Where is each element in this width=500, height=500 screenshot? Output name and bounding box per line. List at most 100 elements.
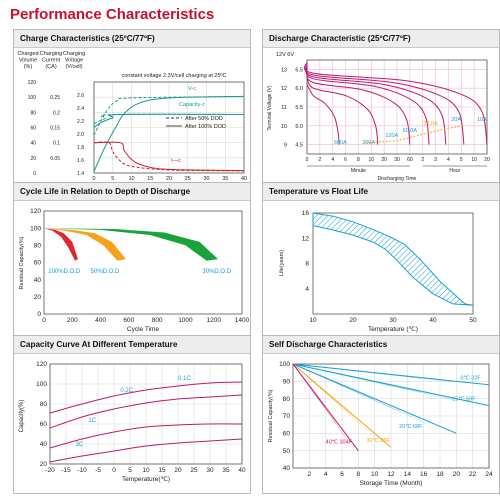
series-line: [303, 61, 488, 145]
y-tick-label: 6.5: [295, 67, 303, 73]
y-tick-label: 0.15: [50, 126, 60, 132]
series-line: [306, 76, 379, 145]
y-tick-label: 2.0: [77, 132, 84, 138]
x-tick-label: 20: [381, 157, 387, 163]
x-tick-label: 20: [174, 467, 182, 474]
x-tick-label: 15: [158, 467, 166, 474]
x-tick-label: 600: [123, 317, 134, 324]
plot-frame: [43, 210, 243, 315]
x-tick-label: 10: [371, 471, 379, 478]
panel-title: Discharge Characteristic (25ºC/77ºF): [263, 30, 499, 48]
x-axis-label: Cycle Time: [127, 326, 160, 333]
x-tick-label: 800: [152, 317, 163, 324]
x-tick-label: 16: [420, 471, 428, 478]
x-tick-label: 6: [340, 471, 344, 478]
x-tick-label: 35: [222, 176, 228, 182]
cycle-life-chart: 0 200 400 600 800 1000 1200 1400 0 20 40 60 80 100 120…: [19, 208, 250, 333]
series-line: [49, 394, 243, 429]
series-line: [292, 363, 457, 434]
series-fan-line: [292, 363, 454, 400]
y-tick-label: 40: [34, 277, 42, 284]
x-tick-label: 30: [206, 467, 214, 474]
series-fan-line: [292, 363, 427, 424]
float-life-chart: 10 20 30 40 50 4 8 12 16 Life(years) Temperature (…: [279, 210, 477, 333]
series-line: [306, 71, 411, 145]
x-unit-label: Minute: [351, 168, 366, 174]
y-tick-label: 100: [28, 95, 37, 101]
self-discharge-chart: 2 4 6 8 10 12 14 16 18 20 22 24405060708090100Resid…: [268, 361, 493, 487]
x-tick-label: 20: [349, 317, 357, 324]
plot-frame: [312, 212, 474, 315]
x-tick-label: 5: [460, 157, 463, 163]
y-tick-label: 70: [283, 413, 291, 420]
y-tick-label: 0.2: [53, 110, 60, 116]
y-tick-label: 40: [40, 441, 48, 448]
x-tick-label: 12: [387, 471, 395, 478]
self-discharge-panel: Self Discharge Characteristics 2 4 6 8 10 12 1…: [262, 335, 500, 494]
x-tick-label: 35: [222, 467, 230, 474]
x-tick-label: -5: [95, 467, 101, 474]
x-axis-label: Temperature (℃): [368, 326, 418, 333]
y-tick-label: 90: [283, 379, 291, 386]
x-axis-label: Storage Time (Month): [360, 480, 423, 487]
legend-label: After 100% DOD: [185, 124, 226, 130]
series-label: 0℃ 32F: [460, 376, 481, 382]
x-tick-label: 4: [331, 157, 334, 163]
annotation: Capacity-c: [179, 102, 205, 108]
axis-header: Volume: [19, 58, 37, 64]
x-tick-label: 24: [485, 471, 493, 478]
y-tick-label: 4: [305, 286, 309, 293]
series-fan-line: [292, 363, 454, 383]
x-tick-label: 20: [166, 176, 172, 182]
y-tick-label: 80: [283, 396, 291, 403]
x-tick-label: 8: [357, 471, 361, 478]
series-label: 40℃ 104F: [326, 440, 353, 446]
cycle-band: [44, 228, 78, 261]
axis-header: Charged: [17, 51, 38, 57]
x-tick-label: 25: [185, 176, 191, 182]
series-line: [305, 67, 430, 145]
y-tick-label: 0.05: [50, 156, 60, 162]
series-line: [306, 84, 340, 145]
y-axis-label: Residual Capacity(%): [268, 389, 274, 442]
y-tick-label: 6.0: [295, 86, 303, 92]
x-tick-label: 1200: [206, 317, 221, 324]
y-tick-label: 0.25: [50, 95, 60, 101]
y-tick-label: 5.5: [295, 105, 303, 111]
plot-frame: [49, 363, 243, 465]
x-axis-label: Discharging Time: [378, 176, 417, 182]
axis-header: Voltage: [65, 58, 83, 64]
discharge-chart: 12V 6V 9 10 11 12 13 4.5 5.0 5.5 6.0 6.5 Terminal V…: [267, 52, 490, 182]
y-tick-label: 80: [40, 401, 48, 408]
y-axis-label: Terminal Voltage (V): [267, 85, 273, 130]
x-tick-label: 14: [404, 471, 412, 478]
y-tick-label: 40: [283, 465, 291, 472]
y-tick-label: 1.6: [77, 158, 84, 164]
series-label: 600A: [334, 140, 347, 146]
series-label: 0.2C: [120, 388, 133, 394]
y-tick-label: 1.4: [77, 171, 84, 177]
x-tick-label: 0: [306, 157, 309, 163]
y-tick-label: 4.5: [295, 143, 303, 149]
y-tick-label: 100: [30, 225, 41, 232]
y-tick-label: 60: [34, 260, 42, 267]
plot-frame: [292, 363, 490, 469]
y-tick-label: 80: [30, 110, 36, 116]
x-tick-label: 20: [484, 157, 490, 163]
series-label: 0.1C: [178, 376, 191, 382]
x-tick-label: 50: [469, 317, 477, 324]
x-tick-label: 2: [421, 157, 424, 163]
x-tick-label: 15: [147, 176, 153, 182]
series-line: [93, 141, 245, 172]
annotation: V-c: [188, 86, 196, 92]
x-tick-label: 18: [436, 471, 444, 478]
cycle-band: [44, 228, 126, 261]
y-tick-label: 5.0: [295, 124, 303, 130]
series-line: [93, 141, 245, 172]
x-tick-label: 4: [324, 471, 328, 478]
x-tick-label: 2: [318, 157, 321, 163]
y-tick-label: 1.8: [77, 145, 84, 151]
x-tick-label: 0: [42, 317, 46, 324]
y-tick-label: 20: [40, 461, 48, 468]
y-tick-label: 100: [36, 381, 47, 388]
